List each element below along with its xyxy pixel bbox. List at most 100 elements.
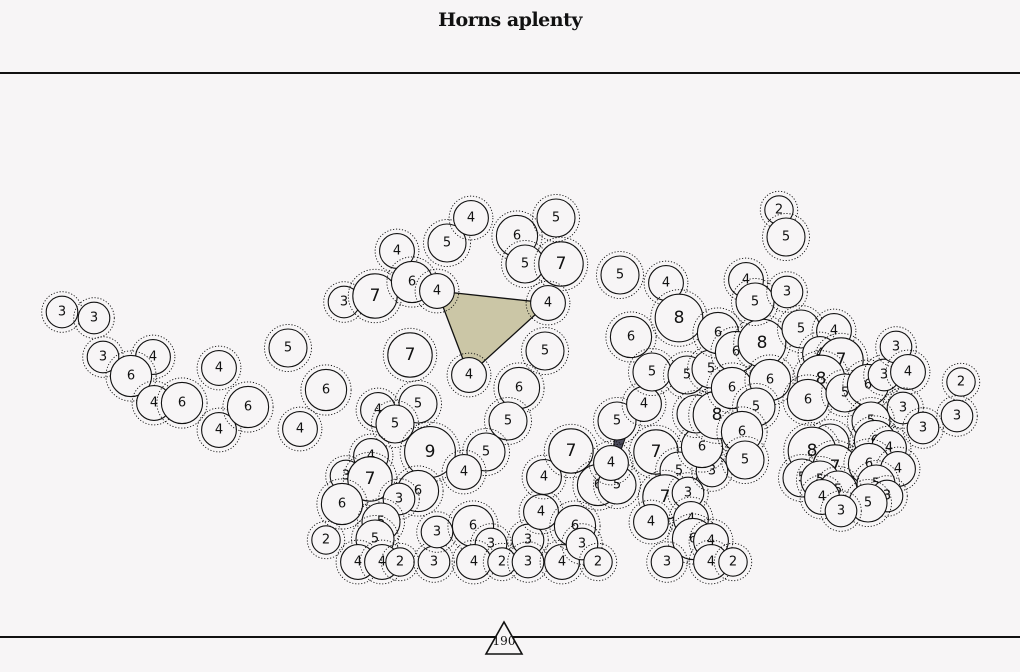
node-circle[interactable] [45, 295, 79, 329]
node-circle[interactable] [526, 459, 562, 495]
board-node[interactable]: 4 [521, 454, 567, 500]
node-circle[interactable] [446, 454, 482, 490]
node-circle[interactable] [427, 223, 467, 263]
node-circle[interactable] [600, 255, 640, 295]
board-node[interactable]: 2 [713, 542, 753, 582]
board-node[interactable]: 6 [316, 478, 368, 530]
node-circle[interactable] [538, 241, 584, 287]
node-circle[interactable] [525, 331, 565, 371]
board-node[interactable]: 4 [446, 352, 492, 398]
node-value: 2 [957, 375, 965, 390]
node-value: 5 [683, 368, 691, 383]
node-circle[interactable] [906, 411, 940, 445]
board-node[interactable]: 4 [414, 268, 460, 314]
node-circle[interactable] [735, 282, 775, 322]
board-node[interactable]: 4 [885, 349, 931, 395]
node-circle[interactable] [419, 273, 455, 309]
node-value: 4 [354, 555, 362, 570]
node-circle[interactable] [583, 547, 613, 577]
node-circle[interactable] [453, 200, 489, 236]
board-node[interactable]: 5 [423, 219, 471, 267]
node-circle[interactable] [488, 401, 528, 441]
board-node[interactable]: 3 [936, 395, 978, 437]
board-node[interactable]: 9 [399, 421, 461, 483]
node-circle[interactable] [387, 332, 433, 378]
board-node[interactable]: 5 [596, 251, 644, 299]
board-node[interactable]: 6 [105, 350, 157, 402]
node-circle[interactable] [282, 411, 318, 447]
board-node[interactable]: 7 [382, 327, 438, 383]
node-circle[interactable] [77, 301, 111, 335]
node-circle[interactable] [597, 401, 637, 441]
board-node[interactable]: 6 [300, 364, 352, 416]
node-circle[interactable] [633, 504, 669, 540]
node-circle[interactable] [375, 404, 415, 444]
board-node[interactable]: 6 [156, 377, 208, 429]
board-node[interactable]: 6 [605, 311, 657, 363]
board-node[interactable]: 5 [521, 327, 569, 375]
board-node[interactable]: 4 [628, 499, 674, 545]
node-circle[interactable] [451, 357, 487, 393]
node-value: 3 [90, 311, 98, 326]
board-node[interactable]: 3 [413, 541, 455, 583]
node-circle[interactable] [609, 315, 653, 359]
node-circle[interactable] [650, 545, 684, 579]
node-circle[interactable] [718, 547, 748, 577]
board-node[interactable]: 4 [277, 406, 323, 452]
node-circle[interactable] [940, 399, 974, 433]
node-halo [413, 541, 455, 583]
board-node[interactable]: 2 [941, 362, 981, 402]
board-node[interactable]: 3 [766, 271, 808, 313]
board-node[interactable]: 2 [759, 190, 799, 230]
node-value: 6 [804, 393, 812, 408]
board-node[interactable]: 4 [525, 280, 571, 326]
node-circle[interactable] [304, 368, 348, 412]
node-circle[interactable] [770, 275, 804, 309]
node-circle[interactable] [109, 354, 153, 398]
board-node[interactable]: 4 [196, 407, 242, 453]
node-circle[interactable] [890, 354, 926, 390]
board-node[interactable]: 5 [762, 213, 810, 261]
node-circle[interactable] [824, 494, 858, 528]
board-node[interactable]: 3 [73, 297, 115, 339]
board-node[interactable]: 5 [264, 324, 312, 372]
board-node[interactable]: 4 [196, 345, 242, 391]
board-node[interactable]: 5 [532, 194, 580, 242]
node-circle[interactable] [320, 482, 364, 526]
board-node[interactable]: 3 [416, 511, 458, 553]
board-node[interactable]: 2 [482, 542, 522, 582]
board-node[interactable]: 3 [646, 541, 688, 583]
board-node[interactable]: 4 [441, 449, 487, 495]
node-circle[interactable] [725, 440, 765, 480]
node-circle[interactable] [593, 445, 629, 481]
board-node[interactable]: 4 [588, 440, 634, 486]
node-circle[interactable] [160, 381, 204, 425]
node-circle[interactable] [201, 350, 237, 386]
board-node[interactable]: 6 [222, 381, 274, 433]
node-circle[interactable] [536, 198, 576, 238]
board-node[interactable]: 5 [593, 397, 641, 445]
node-circle[interactable] [654, 293, 704, 343]
node-circle[interactable] [226, 385, 270, 429]
node-circle[interactable] [385, 547, 415, 577]
node-circle[interactable] [766, 217, 806, 257]
node-circle[interactable] [201, 412, 237, 448]
node-circle[interactable] [511, 545, 545, 579]
board-node[interactable]: 3 [902, 407, 944, 449]
board-node[interactable]: 3 [41, 291, 83, 333]
board-node[interactable]: 8 [650, 289, 708, 347]
node-circle[interactable] [86, 340, 120, 374]
node-circle[interactable] [311, 525, 341, 555]
board-node[interactable]: 2 [306, 520, 346, 560]
board-node[interactable]: 2 [578, 542, 618, 582]
node-value: 4 [393, 244, 401, 259]
node-circle[interactable] [268, 328, 308, 368]
node-halo [446, 352, 492, 398]
board-node[interactable]: 5 [721, 436, 769, 484]
node-value: 6 [515, 381, 523, 396]
board-node[interactable]: 4 [448, 195, 494, 241]
board-node[interactable]: 7 [533, 236, 589, 292]
node-circle[interactable] [530, 285, 566, 321]
board-node[interactable]: 3 [820, 490, 862, 532]
